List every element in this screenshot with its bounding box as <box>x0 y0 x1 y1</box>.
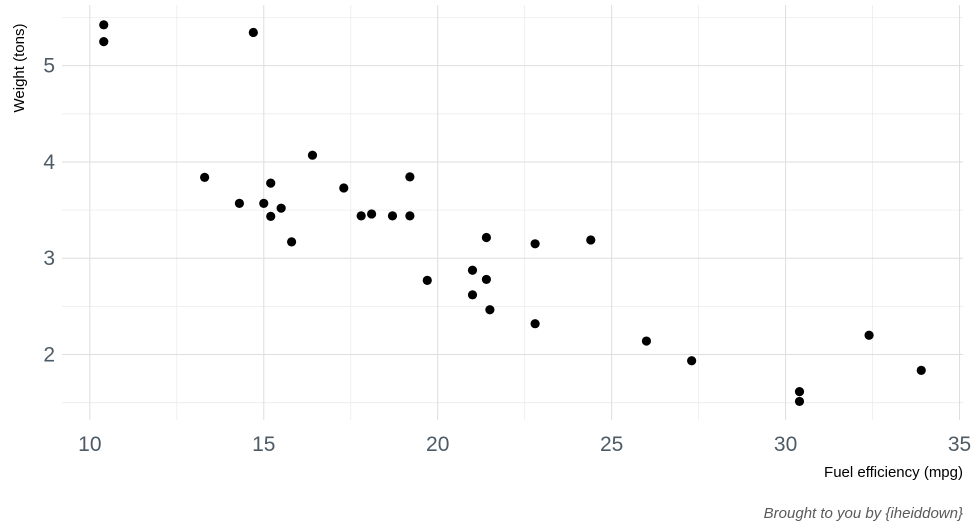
data-point <box>467 290 478 300</box>
data-point <box>794 386 805 397</box>
data-point <box>687 356 697 366</box>
x-tick-label: 30 <box>774 433 797 456</box>
data-point <box>485 305 495 315</box>
data-point <box>916 365 926 376</box>
x-tick-label: 15 <box>252 433 275 456</box>
data-point <box>794 396 805 407</box>
y-tick-labels: 2 3 4 5 <box>43 55 55 367</box>
data-point <box>200 172 210 182</box>
data-point <box>356 211 366 221</box>
data-point <box>99 20 109 30</box>
data-point <box>286 237 297 247</box>
data-point <box>641 336 652 346</box>
major-grid <box>62 5 963 420</box>
x-tick-label: 25 <box>600 433 623 456</box>
x-tick-label: 10 <box>78 433 101 456</box>
data-point <box>234 198 245 208</box>
data-point <box>259 198 269 208</box>
x-tick-label: 35 <box>948 433 971 456</box>
x-tick-label: 20 <box>426 433 449 456</box>
data-point <box>387 211 398 221</box>
data-point <box>339 183 349 193</box>
y-axis-title: Weight (tons) <box>11 24 28 113</box>
x-tick-labels: 10 15 20 25 30 35 <box>78 433 971 456</box>
minor-grid <box>62 5 963 420</box>
y-tick-label: 4 <box>43 151 55 174</box>
data-points <box>99 20 926 407</box>
data-point <box>405 211 415 221</box>
data-point <box>307 150 318 160</box>
y-tick-label: 5 <box>43 55 55 78</box>
x-axis-title: Fuel efficiency (mpg) <box>824 464 963 481</box>
data-point <box>481 232 492 243</box>
data-point <box>586 235 596 245</box>
y-tick-label: 2 <box>43 344 55 367</box>
data-point <box>276 203 286 213</box>
data-point <box>266 211 276 221</box>
data-point <box>266 178 276 188</box>
data-point <box>864 330 874 340</box>
data-point <box>248 27 258 38</box>
caption: Brought to you by {iheiddown} <box>764 505 963 522</box>
data-point <box>99 36 109 47</box>
data-point <box>422 275 432 285</box>
data-point <box>405 172 415 182</box>
data-point <box>367 209 377 219</box>
y-tick-label: 3 <box>43 247 55 270</box>
data-point <box>467 265 478 275</box>
data-point <box>481 274 492 285</box>
data-point <box>530 239 540 249</box>
data-point <box>530 319 540 329</box>
